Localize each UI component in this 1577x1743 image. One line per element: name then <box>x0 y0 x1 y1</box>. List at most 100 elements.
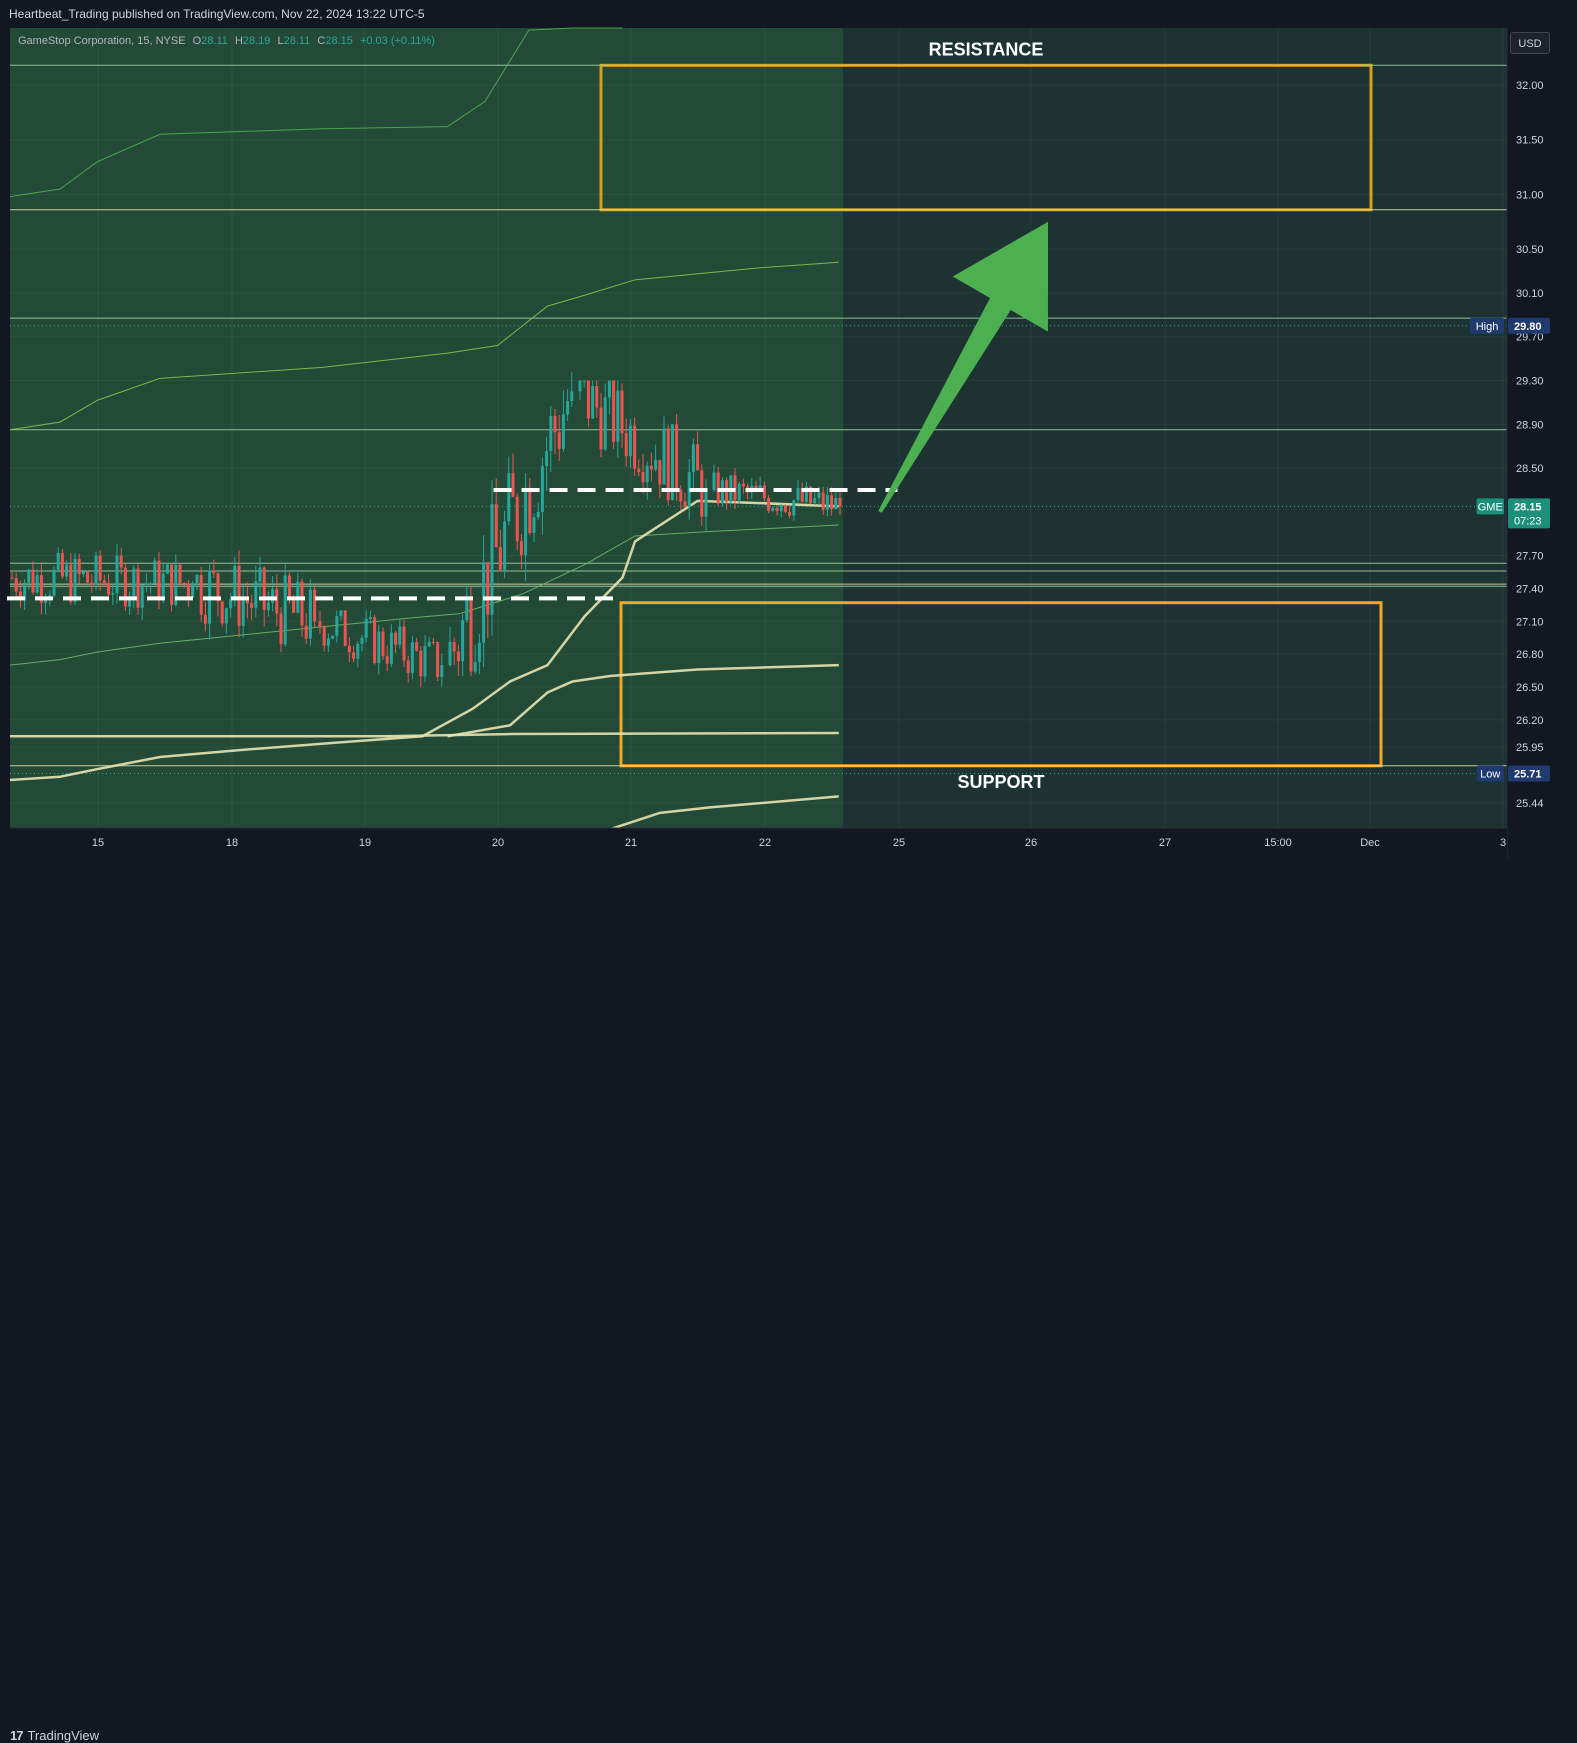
candle-body <box>149 583 153 585</box>
price-tags: High 29.80 Low 25.71 GME 28.15 07:23 <box>1470 317 1550 782</box>
candle-body <box>540 466 544 512</box>
time-axis[interactable]: 15 18 19 20 21 22 25 26 27 15:00 Dec 3 <box>92 837 1506 849</box>
candle-body <box>456 651 460 662</box>
price-tick-label: 30.50 <box>1516 244 1544 256</box>
time-tick-label: 18 <box>226 837 238 849</box>
candle-body <box>203 614 207 624</box>
candle-body <box>73 558 77 602</box>
price-tag-value: 28.15 <box>1514 501 1542 513</box>
candle-body <box>212 570 216 574</box>
candle-body <box>607 380 611 398</box>
candle-body <box>586 380 590 419</box>
price-tick-label: 28.90 <box>1516 419 1544 431</box>
tradingview-logo[interactable]: 17 TradingView <box>10 1728 99 1743</box>
candle-body <box>515 496 519 542</box>
price-tick-label: 27.70 <box>1516 551 1544 563</box>
candle-body <box>419 650 423 677</box>
candle-body <box>254 581 258 608</box>
price-tag-value-bg <box>1508 765 1550 782</box>
currency-button[interactable]: USD <box>1510 32 1550 54</box>
candle-body <box>245 598 249 604</box>
candle-body <box>331 635 335 639</box>
candle-body <box>304 625 308 639</box>
vwap-band-line <box>9 261 839 431</box>
vwap-band-line <box>9 524 839 666</box>
candle-body <box>536 511 540 518</box>
open-value: 28.11 <box>201 35 228 47</box>
candle-body <box>578 380 582 392</box>
candle-body <box>368 617 372 619</box>
candle-body <box>624 433 628 457</box>
candle-body <box>448 641 452 666</box>
candle-body <box>140 584 144 608</box>
candle-body <box>817 492 821 498</box>
vwap-band-line <box>447 663 839 738</box>
candle-body <box>612 380 616 442</box>
change-value: +0.03 (+0.11%) <box>359 35 435 47</box>
candle-body <box>31 569 35 593</box>
candle-body <box>60 552 64 577</box>
price-tag-countdown: 07:23 <box>1514 515 1542 527</box>
time-tick-label: 15 <box>92 837 104 849</box>
candle-body <box>107 583 111 595</box>
candle-body <box>360 637 364 644</box>
price-axis[interactable]: 32.00 31.50 31.00 30.50 30.10 29.70 29.30 28.90… <box>1516 80 1544 810</box>
candle-body <box>783 505 787 512</box>
candle-body <box>69 564 73 602</box>
candle-body <box>339 610 343 617</box>
candle-body <box>373 617 377 664</box>
price-tick-label: 31.50 <box>1516 135 1544 147</box>
candle-body <box>318 621 322 628</box>
candle-body <box>507 473 511 522</box>
candle-body <box>165 564 169 574</box>
candle-body <box>94 555 98 585</box>
candle-body <box>830 495 834 510</box>
symbol-name[interactable]: GameStop Corporation, 15, NYSE <box>18 35 186 47</box>
symbol-legend[interactable]: GameStop Corporation, 15, NYSE O28.11 H2… <box>18 35 435 47</box>
candle-body <box>275 589 279 614</box>
candle-body <box>410 642 414 673</box>
candle-body <box>153 560 157 584</box>
vwap-band-line <box>9 499 839 782</box>
candle-body <box>398 626 402 645</box>
candle-body <box>754 485 758 489</box>
candle-body <box>821 492 825 510</box>
candle-body <box>385 656 389 664</box>
footer: 17 TradingView <box>0 861 1577 1743</box>
candle-body <box>258 567 262 582</box>
time-tick-label: Dec <box>1360 837 1380 849</box>
candle-body <box>402 626 406 661</box>
candle-body <box>335 616 339 636</box>
candle-body <box>427 641 431 647</box>
price-tag-label-bg <box>1476 765 1504 782</box>
candle-body <box>557 432 561 449</box>
candle-body <box>161 573 165 601</box>
candle-body <box>675 424 679 490</box>
candle-body <box>549 415 553 452</box>
candle-body <box>157 560 161 601</box>
candle-body <box>666 428 670 501</box>
candle-body <box>645 465 649 483</box>
price-tick-label: 27.40 <box>1516 583 1544 595</box>
candle-body <box>241 598 245 626</box>
publish-header: Heartbeat_Trading published on TradingVi… <box>0 0 1577 28</box>
close-label: C <box>317 35 326 47</box>
high-value: 28.19 <box>242 35 271 47</box>
candle-body <box>182 582 186 584</box>
candle-body <box>687 472 691 507</box>
candle-body <box>599 407 603 450</box>
candle-body <box>737 483 741 501</box>
candle-body <box>767 498 771 511</box>
candle-body <box>779 505 783 512</box>
low-value: 28.11 <box>283 35 311 47</box>
candle-body <box>825 495 829 510</box>
price-tick-label: 26.50 <box>1516 682 1544 694</box>
time-tick-label: 22 <box>759 837 771 849</box>
candle-body <box>128 596 132 607</box>
candle-body <box>423 646 427 677</box>
candle-body <box>649 465 653 470</box>
low-label: L <box>277 35 284 47</box>
time-tick-label: 3 <box>1500 837 1506 849</box>
time-tick-label: 27 <box>1159 837 1171 849</box>
